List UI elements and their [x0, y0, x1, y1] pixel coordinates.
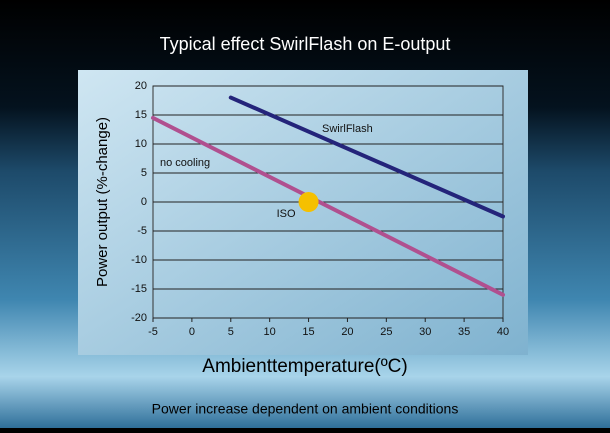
x-tick-label: 0	[189, 326, 195, 338]
y-axis-label: Power output (%-change)	[94, 117, 111, 287]
point-label: ISO	[277, 208, 296, 220]
x-tick-label: 40	[497, 326, 509, 338]
y-tick-label: 10	[135, 138, 147, 150]
series-annotation: SwirlFlash	[322, 123, 373, 135]
x-tick-label: 15	[302, 326, 314, 338]
y-tick-label: 15	[135, 109, 147, 121]
x-axis-label: Ambienttemperature(ºC)	[202, 356, 407, 377]
y-tick-label: -5	[137, 225, 147, 237]
footer: Power increase dependent on ambient cond…	[152, 401, 459, 417]
chart-title: Typical effect SwirlFlash on E-output	[160, 34, 451, 54]
x-tick-label: 5	[228, 326, 234, 338]
y-tick-label: -20	[131, 312, 147, 324]
series-line	[228, 95, 505, 219]
series-annotation: no cooling	[160, 157, 210, 169]
y-tick-label: 0	[141, 196, 147, 208]
series-line	[151, 115, 505, 297]
x-tick-label: 35	[458, 326, 470, 338]
y-tick-label: -15	[131, 283, 147, 295]
x-tick-label: 20	[341, 326, 353, 338]
x-tick-label: 25	[380, 326, 392, 338]
y-tick-label: 5	[141, 167, 147, 179]
x-tick-label: 30	[419, 326, 431, 338]
y-tick-label: 20	[135, 80, 147, 92]
x-tick-label: 10	[264, 326, 276, 338]
iso-point	[298, 192, 319, 212]
y-tick-label: -10	[131, 254, 147, 266]
x-tick-label: -5	[148, 326, 158, 338]
